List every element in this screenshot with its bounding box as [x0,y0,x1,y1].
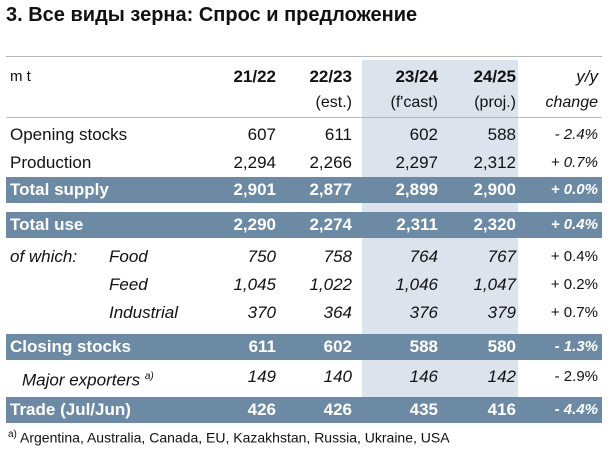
cell: 1,045 [233,275,276,294]
row-label: Feed [109,275,148,294]
row-prefix: of which: [10,247,78,266]
cell: 2,297 [395,153,438,172]
table-row-major-exporters: Major exporters a) 149 140 146 142 - 2.9… [6,364,602,390]
footnote: a) Argentina, Australia, Canada, EU, Kaz… [8,429,450,446]
table-row-opening-stocks: Opening stocks 607 611 602 588 - 2.4% [6,122,602,148]
cell: 602 [323,337,352,356]
header-row-1: m t 21/22 22/23 23/24 24/25 y/y [6,64,602,90]
cell: 435 [409,400,438,419]
cell: 767 [487,247,516,266]
row-label: Trade (Jul/Jun) [10,400,131,419]
cell: 2,900 [473,180,516,199]
cell: 1,022 [309,275,352,294]
col-sub-proj: (proj.) [474,94,516,111]
row-label: Major exporters a) [22,370,154,390]
cell: 2,877 [309,180,352,199]
table-row-production: Production 2,294 2,266 2,297 2,312 + 0.7… [6,150,602,176]
cell: 2,294 [233,153,276,172]
row-label: Opening stocks [10,125,128,144]
row-label: Industrial [109,303,178,322]
cell: 750 [247,247,276,266]
cell-change: + 0.0% [550,181,598,198]
row-label: Production [10,153,92,172]
cell: 146 [409,367,438,386]
forecast-column-shading [362,60,518,423]
cell: 2,320 [473,215,516,234]
col-header-24-25: 24/25 [473,67,516,86]
row-label: Food [109,247,148,266]
cell-change: + 0.4% [550,216,598,233]
cell-change: + 0.7% [550,154,598,171]
cell: 2,901 [233,180,276,199]
cell-change: + 0.7% [550,304,598,321]
table-row-total-use: Total use 2,290 2,274 2,311 2,320 + 0.4% [6,212,602,238]
cell: 140 [323,367,352,386]
cell: 142 [487,367,516,386]
row-label: Total supply [10,180,109,199]
footnote-text: Argentina, Australia, Canada, EU, Kazakh… [16,429,450,446]
row-label: Closing stocks [10,337,131,356]
cell: 758 [323,247,352,266]
cell: 376 [409,303,438,322]
col-header-23-24: 23/24 [395,67,438,86]
cell: 611 [248,337,276,356]
divider [6,56,602,57]
col-sub-change: change [545,94,599,111]
col-sub-est: (est.) [315,94,352,111]
cell: 607 [247,125,276,144]
cell: 416 [487,400,516,419]
col-header-yy: y/y [576,67,598,86]
cell: 1,046 [395,275,438,294]
footnote-mark: a) [8,429,17,440]
cell-change: - 2.4% [554,126,598,143]
table-row-trade: Trade (Jul/Jun) 426 426 435 416 - 4.4% [6,397,602,423]
cell: 2,899 [395,180,438,199]
cell: 764 [409,247,438,266]
cell: 2,311 [396,215,438,234]
cell-change: - 1.3% [554,338,598,355]
cell: 370 [247,303,276,322]
header-row-2: (est.) (f'cast) (proj.) change [6,90,602,116]
cell: 379 [487,303,516,322]
table-row-feed: Feed 1,045 1,022 1,046 1,047 + 0.2% [6,272,602,298]
cell: 1,047 [473,275,516,294]
table-row-total-supply: Total supply 2,901 2,877 2,899 2,900 + 0… [6,177,602,203]
cell: 426 [247,400,276,419]
cell: 2,266 [309,153,352,172]
cell: 588 [487,125,516,144]
col-sub-fcast: (f'cast) [390,94,439,111]
row-label: Total use [10,215,84,234]
cell: 602 [409,125,438,144]
page-title: 3. Все виды зерна: Спрос и предложение [6,4,418,26]
cell: 2,312 [473,153,516,172]
table-row-closing-stocks: Closing stocks 611 602 588 580 - 1.3% [6,334,602,360]
cell: 364 [323,303,352,322]
cell: 2,274 [309,215,352,234]
divider [6,117,602,118]
table-row-food: of which: Food 750 758 764 767 + 0.4% [6,244,602,270]
cell: 149 [247,367,276,386]
cell: 611 [324,125,352,144]
unit-label: m t [10,68,31,85]
col-header-22-23: 22/23 [309,67,352,86]
cell-change: - 4.4% [554,401,598,418]
cell: 588 [409,337,438,356]
cell-change: - 2.9% [554,368,598,385]
footnote-mark: a) [144,371,154,382]
cell: 580 [487,337,516,356]
cell-change: + 0.4% [550,248,598,265]
cell: 426 [323,400,352,419]
cell: 2,290 [233,215,276,234]
cell-change: + 0.2% [550,276,598,293]
col-header-21-22: 21/22 [233,67,276,86]
table-row-industrial: Industrial 370 364 376 379 + 0.7% [6,300,602,326]
